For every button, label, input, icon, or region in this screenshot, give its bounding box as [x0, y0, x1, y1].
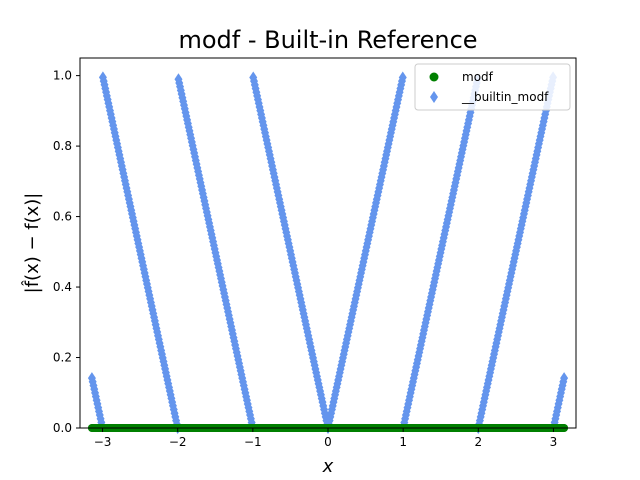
x-tick-label: −1 [244, 435, 262, 449]
y-axis-label: |f̂(x) − f(x)| [22, 193, 43, 294]
y-tick-label: 0.8 [53, 139, 72, 153]
chart-title: modf - Built-in Reference [178, 26, 477, 54]
y-tick-label: 0.2 [53, 351, 72, 365]
legend-box [414, 63, 571, 111]
legend-marker [430, 91, 438, 103]
legend-label: __builtin_modf [461, 90, 549, 104]
x-tick-label: 1 [399, 435, 407, 449]
legend: modf __builtin_modf [414, 63, 571, 111]
y-tick-label: 0.0 [53, 421, 72, 435]
x-tick-label: 2 [474, 435, 482, 449]
data-point [398, 71, 407, 84]
series-builtinmodf [87, 71, 569, 434]
y-axis-ticks: 0.0 0.2 0.4 0.6 0.8 1.0 [53, 69, 80, 435]
y-tick-label: 0.6 [53, 210, 72, 224]
x-tick-label: 3 [550, 435, 558, 449]
y-tick-label: 0.4 [53, 280, 72, 294]
legend-label: modf [462, 70, 494, 84]
x-axis-ticks: −3 −2 −1 0 1 2 3 [94, 428, 558, 449]
series-layer [87, 71, 569, 434]
x-tick-label: −2 [169, 435, 187, 449]
legend-marker [429, 72, 439, 82]
plot-area: −3 −2 −1 0 1 2 3 0.0 0.2 0.4 0.6 0.8 1.0 [53, 57, 577, 449]
x-tick-label: −3 [94, 435, 112, 449]
x-axis-label: x [322, 456, 334, 477]
y-tick-label: 1.0 [53, 69, 72, 83]
data-point [560, 372, 569, 385]
x-tick-label: 0 [324, 435, 332, 449]
